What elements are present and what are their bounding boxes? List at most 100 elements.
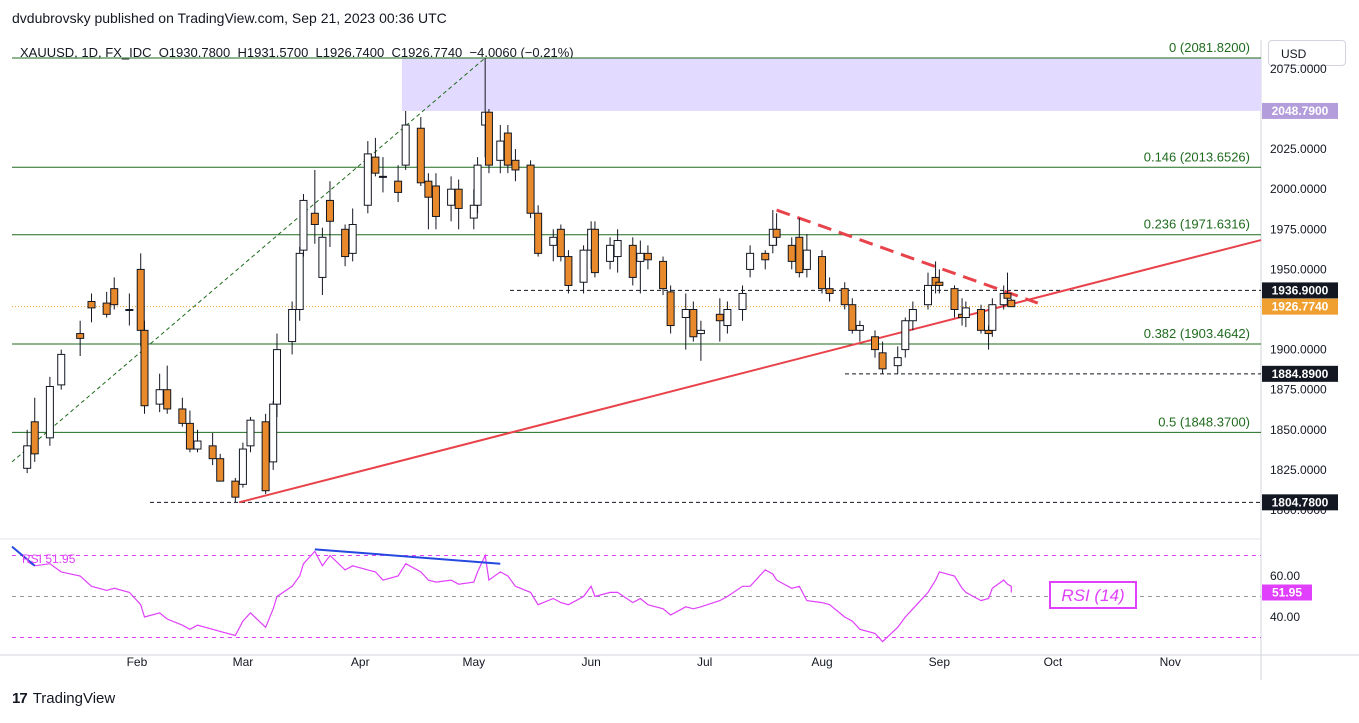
candle-body bbox=[961, 307, 970, 319]
tradingview-brand: TradingView bbox=[32, 690, 116, 707]
tradingview-logo-icon: 17 bbox=[12, 690, 28, 707]
candle-body bbox=[299, 199, 308, 251]
time-tick-label: Jul bbox=[697, 655, 712, 669]
candle-body bbox=[261, 421, 270, 492]
candle-body bbox=[761, 252, 770, 261]
trendline-support bbox=[238, 239, 1262, 504]
candle-body bbox=[185, 422, 194, 450]
candle-body bbox=[496, 140, 505, 161]
candle-body bbox=[424, 180, 433, 198]
fib-level-label: 0.5 (1848.3700) bbox=[1158, 414, 1250, 429]
candle-body bbox=[178, 408, 187, 424]
candle-body bbox=[628, 244, 637, 278]
candle-body bbox=[976, 309, 985, 331]
resistance-zone bbox=[401, 57, 1261, 111]
candle-body bbox=[155, 389, 164, 405]
candle-body bbox=[193, 440, 202, 450]
candle-body bbox=[378, 175, 387, 178]
time-tick-label: Feb bbox=[127, 655, 148, 669]
candle-body bbox=[855, 325, 864, 331]
price-label-box bbox=[1262, 298, 1338, 315]
trendline-fib_anchor bbox=[11, 57, 486, 463]
price-label-box bbox=[1262, 102, 1338, 119]
candle-body bbox=[473, 164, 482, 206]
candle-body bbox=[746, 252, 755, 270]
trendline-resistance bbox=[776, 208, 1039, 305]
rsi-divergence-line-left bbox=[11, 545, 36, 567]
candle-body bbox=[878, 352, 887, 370]
candle-body bbox=[318, 236, 327, 278]
rsi-value-box bbox=[1262, 584, 1312, 601]
candle-body bbox=[295, 252, 304, 310]
fib-level-label: 0 (2081.8200) bbox=[1169, 40, 1250, 55]
candle-body bbox=[401, 124, 410, 166]
time-tick-label: Sep bbox=[929, 655, 951, 669]
rsi-line bbox=[26, 550, 1012, 643]
candle-body bbox=[935, 281, 944, 286]
candle-body bbox=[140, 329, 149, 407]
candle-body bbox=[511, 159, 520, 171]
candle-body bbox=[924, 284, 932, 306]
candle-body bbox=[394, 180, 403, 193]
candle-body bbox=[871, 336, 880, 351]
time-tick-label: Oct bbox=[1044, 655, 1063, 669]
candle-body bbox=[136, 268, 145, 331]
candle-body bbox=[988, 304, 997, 331]
rsi-badge-label: RSI (14) bbox=[1061, 586, 1124, 605]
candle-body bbox=[57, 353, 66, 386]
rsi-tick-label: 40.00 bbox=[1270, 610, 1300, 624]
price-tick-label: 1850.0000 bbox=[1270, 423, 1327, 437]
tradingview-logo[interactable]: 17 TradingView bbox=[12, 690, 115, 707]
candle-body bbox=[503, 132, 512, 166]
candle-body bbox=[606, 244, 615, 262]
rsi-divergence-line bbox=[314, 548, 501, 565]
candle-body bbox=[549, 236, 558, 246]
candle-body bbox=[102, 302, 111, 315]
price-label-text: 1804.7800 bbox=[1272, 495, 1329, 509]
candle-body bbox=[590, 228, 599, 274]
candle-body bbox=[556, 228, 565, 258]
candle-body bbox=[643, 252, 652, 261]
fib-level-label: 0.146 (2013.6526) bbox=[1144, 149, 1250, 164]
candle-body bbox=[208, 445, 217, 460]
candle-body bbox=[231, 480, 240, 498]
candle-body bbox=[348, 223, 357, 254]
price-label-box bbox=[1262, 365, 1338, 382]
candle-body bbox=[341, 228, 350, 258]
candle-body bbox=[787, 244, 796, 262]
candle-body bbox=[715, 313, 724, 322]
candle-body bbox=[45, 385, 54, 439]
candle-body bbox=[325, 199, 334, 222]
candle-body bbox=[371, 156, 380, 174]
price-tick-label: 1950.0000 bbox=[1270, 262, 1327, 276]
rsi-value-label: 51.95 bbox=[1272, 586, 1302, 600]
time-tick-label: Mar bbox=[233, 655, 254, 669]
price-tick-label: 1975.0000 bbox=[1270, 222, 1327, 236]
time-tick-label: Apr bbox=[351, 655, 370, 669]
candle-body bbox=[840, 288, 849, 306]
candle-body bbox=[163, 389, 172, 410]
publisher-line: dvdubrovsky published on TradingView.com… bbox=[12, 10, 447, 26]
candle-body bbox=[125, 309, 134, 311]
candle-body bbox=[526, 164, 535, 214]
price-tick-label: 2000.0000 bbox=[1270, 182, 1327, 196]
currency-button[interactable]: USD bbox=[1268, 40, 1346, 66]
price-label-box bbox=[1262, 494, 1338, 511]
price-tick-label: 1825.0000 bbox=[1270, 463, 1327, 477]
price-tick-label: 1900.0000 bbox=[1270, 343, 1327, 357]
time-tick-label: Aug bbox=[811, 655, 832, 669]
candle-body bbox=[579, 249, 588, 283]
candle-body bbox=[447, 188, 456, 206]
candle-body bbox=[901, 320, 910, 351]
candle-body bbox=[534, 212, 543, 254]
candle-body bbox=[469, 204, 478, 219]
candle-body bbox=[908, 309, 917, 322]
candle-body bbox=[772, 228, 781, 238]
candle-body bbox=[681, 309, 690, 319]
candle-body bbox=[1007, 299, 1016, 308]
candle-body bbox=[30, 421, 39, 455]
candle-body bbox=[87, 300, 96, 309]
candle-body bbox=[738, 292, 747, 310]
candle-body bbox=[288, 309, 297, 343]
